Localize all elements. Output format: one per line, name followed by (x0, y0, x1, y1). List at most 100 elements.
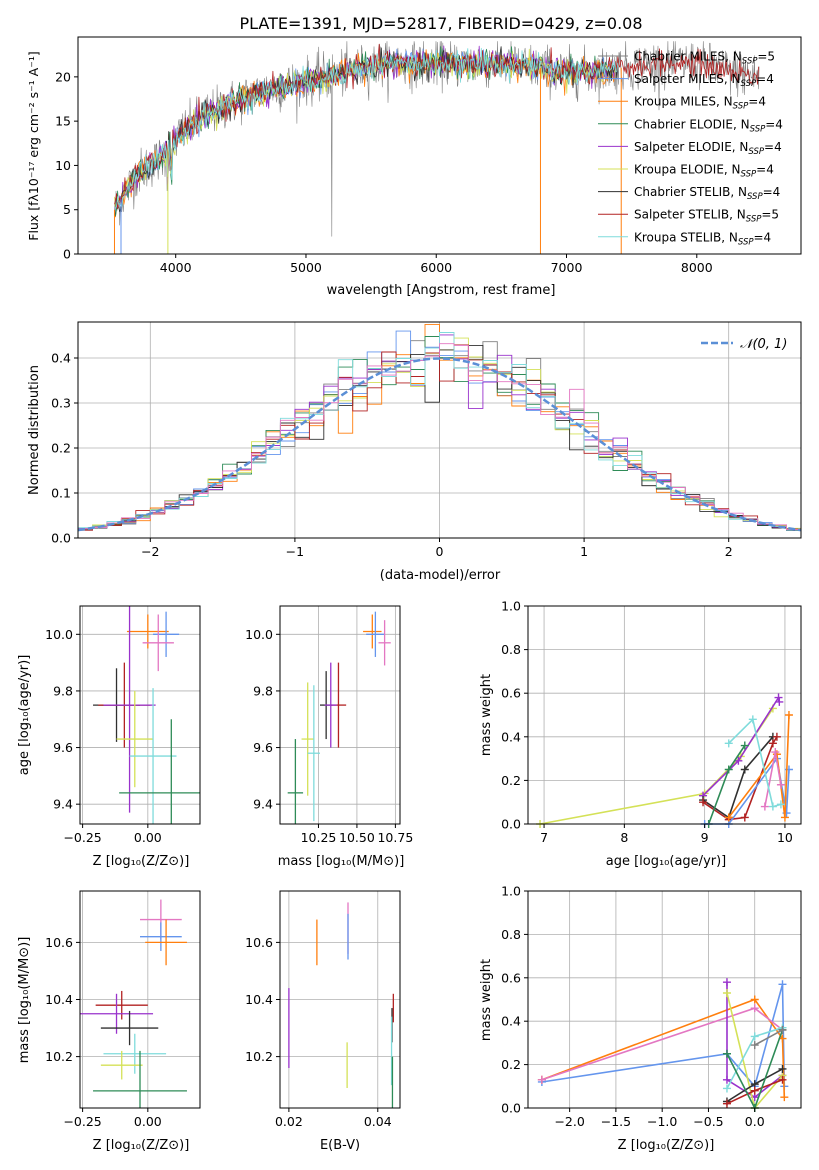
spectrum-yticklabel-3: 15 (55, 114, 71, 129)
age_vs_Z-xticklabel-0: −0.25 (63, 830, 101, 845)
residual-yticklabel-2: 0.2 (51, 441, 71, 456)
normal-reference-curve (77, 357, 802, 532)
legend-label-suffix-8: =4 (754, 230, 772, 244)
weight_vs_age-marker-2-2 (740, 765, 749, 774)
weight_vs_age-yticklabel-1: 0.2 (501, 773, 521, 788)
weight_vs_age-yticklabel-5: 1.0 (501, 599, 521, 614)
weight_vs_age-marker-1-3 (775, 697, 784, 706)
weight_vs_age-series-2 (702, 736, 774, 819)
mass-vs-extinction-panel: 0.02 0.04 10.2 10.4 10.6 E(B-V) (245, 890, 401, 1153)
legend-label-subscript-2: SSP (733, 102, 749, 112)
age_vs_Z-yticklabel-1: 9.6 (53, 740, 73, 755)
weight_vs_Z-marker-7-2 (778, 1075, 787, 1084)
spectrum-frame (77, 36, 802, 255)
legend-label-suffix-2: =4 (748, 95, 766, 109)
weight_vs_Z-yticklabel-4: 0.8 (501, 927, 521, 942)
age_vs_Z-yticklabel-2: 9.8 (53, 683, 73, 698)
age_vs_Z-yticklabel-0: 9.4 (53, 797, 73, 812)
weight_vs_Z-marker-3-1 (722, 1075, 731, 1084)
weight_vs_age-yticklabel-2: 0.4 (501, 729, 521, 744)
weight_vs_Z-marker-1-1 (750, 995, 759, 1004)
weight_vs_age-marker-8-1 (748, 715, 757, 724)
weight_vs_Z-marker-2-1 (750, 1004, 759, 1013)
weight-age-ylabel: mass weight (479, 674, 494, 756)
weight_vs_Z-xticklabel-3: −0.5 (693, 1114, 723, 1129)
weight_vs_Z-marker-4-0 (722, 988, 731, 997)
weight_vs_age-frame (527, 605, 802, 825)
mass_vs_EBV-yticklabel-0: 10.2 (245, 1049, 273, 1064)
spectrum-xticklabel-0: 4000 (160, 260, 192, 275)
weight_vs_Z-yticklabel-5: 1.0 (501, 884, 521, 899)
mass_vs_Z-points (80, 899, 187, 1108)
age_vs_mass-points (287, 611, 391, 824)
weight-vs-age-panel: 7 8 9 10 0.0 0.2 0.4 0.6 0.8 1.0 age [log₁₀(age/y… (479, 599, 802, 869)
legend-label-3: Chabrier ELODIE, NSSP=4 (634, 117, 783, 134)
weight_vs_Z-yticklabel-2: 0.4 (501, 1014, 521, 1029)
weight_vs_age-marker-7-0 (760, 802, 769, 811)
spectrum-yticklabel-4: 20 (55, 69, 71, 84)
age_vs_mass-xticklabel-0: 10.25 (301, 830, 337, 845)
weight_vs_Z-marker-9-0 (750, 1041, 759, 1050)
mass_vs_Z-yticklabel-2: 10.6 (45, 935, 73, 950)
weight_vs_age-marker-6-0 (724, 813, 733, 822)
age_vs_Z-yticklabel-3: 10.0 (45, 627, 73, 642)
weight_vs_Z-series-9 (754, 1029, 783, 1046)
legend-label-subscript-7: SSP (746, 215, 762, 225)
age_vs_Z-points (93, 606, 200, 824)
weight_vs_age-yticklabel-0: 0.0 (501, 817, 521, 832)
age_vs_mass-frame (279, 605, 401, 825)
spectrum-yticklabel-2: 10 (55, 158, 71, 173)
weight_vs_age-marker-3-2 (740, 813, 749, 822)
spectrum-xticklabel-1: 5000 (290, 260, 322, 275)
weight_vs_age-yticklabel-4: 0.8 (501, 642, 521, 657)
weight_vs_age-xticklabel-1: 8 (620, 830, 628, 845)
weight_vs_age-marker-7-1 (771, 748, 780, 757)
legend-label-subscript-4: SSP (748, 147, 764, 157)
weight-vs-metallicity-panel: −2.0 −1.5 −1.0 −0.5 0.0 0.0 0.2 0.4 0.6 0.8 1.0 Z … (479, 884, 802, 1153)
weight_vs_age-marker-3-3 (768, 739, 777, 748)
normal-reference-legend-label: 𝒩(0, 1) (740, 337, 787, 352)
spectrum-xticklabel-3: 7000 (551, 260, 583, 275)
legend-label-suffix-5: =4 (756, 163, 774, 177)
legend-label-7: Salpeter STELIB, NSSP=5 (634, 208, 779, 225)
weight_vs_Z-marker-2-0 (537, 1075, 546, 1084)
weight-Z-ylabel: mass weight (479, 959, 494, 1041)
weight_vs_Z-marker-0-3 (778, 980, 787, 989)
legend-label-suffix-3: =4 (765, 117, 783, 131)
spectrum-panel: PLATE=1391, MJD=52817, FIBERID=0429, z=0… (26, 14, 802, 298)
residual-yticklabel-1: 0.1 (51, 486, 71, 501)
legend-label-subscript-0: SSP (742, 57, 758, 67)
weight_vs_age-marker-1-1 (734, 756, 743, 765)
weight_vs_age-marker-6-2 (780, 813, 789, 822)
legend-label-5: Kroupa ELODIE, NSSP=4 (634, 163, 774, 180)
legend-label-suffix-4: =4 (764, 140, 782, 154)
weight_vs_Z-marker-9-1 (778, 1025, 787, 1034)
age_vs_mass-xticklabel-1: 10.50 (339, 830, 375, 845)
mass-Z-xlabel: Z [log₁₀(Z/Z⊙)] (93, 1138, 190, 1153)
age-Z-xlabel: Z [log₁₀(Z/Z⊙)] (93, 854, 190, 869)
age_vs_mass-yticklabel-2: 9.8 (253, 683, 273, 698)
weight_vs_Z-xticklabel-2: −1.0 (647, 1114, 677, 1129)
weight_vs_Z-yticklabel-3: 0.6 (501, 970, 521, 985)
spectrum-ylabel: Flux [fλ10⁻¹⁷ erg cm⁻² s⁻¹ A⁻¹] (26, 51, 41, 240)
spectrum-yticklabel-0: 0 (63, 247, 71, 262)
age_vs_mass-yticklabel-0: 9.4 (253, 797, 273, 812)
spectrum-series-8 (114, 47, 619, 215)
weight_vs_Z-series-3 (726, 982, 783, 1099)
weight_vs_age-marker-4-1 (724, 765, 733, 774)
mass-vs-metallicity-panel: −0.25 0.00 10.2 10.4 10.6 Z [log₁₀(Z/Z⊙)] ma… (17, 890, 201, 1153)
legend-label-1: Salpeter MILES, NSSP=4 (634, 72, 774, 89)
weight_vs_Z-marker-5-0 (722, 1084, 731, 1093)
weight_vs_age-marker-3-4 (772, 732, 781, 741)
legend-label-2: Kroupa MILES, NSSP=4 (634, 95, 766, 112)
mass_vs_Z-yticklabel-0: 10.2 (45, 1049, 73, 1064)
residual-xticklabel-0: −2 (141, 544, 159, 559)
spectrum-title: PLATE=1391, MJD=52817, FIBERID=0429, z=0… (239, 14, 642, 33)
age_vs_mass-yticklabel-3: 10.0 (245, 627, 273, 642)
residual-xticklabel-4: 2 (725, 544, 733, 559)
mass_vs_Z-xticklabel-1: 0.00 (134, 1114, 162, 1129)
legend-label-suffix-6: =4 (763, 185, 781, 199)
age_vs_Z-xticklabel-1: 0.00 (134, 830, 162, 845)
legend-label-0: Chabrier MILES, NSSP=5 (634, 50, 775, 67)
weight_vs_age-xticklabel-3: 10 (777, 830, 793, 845)
